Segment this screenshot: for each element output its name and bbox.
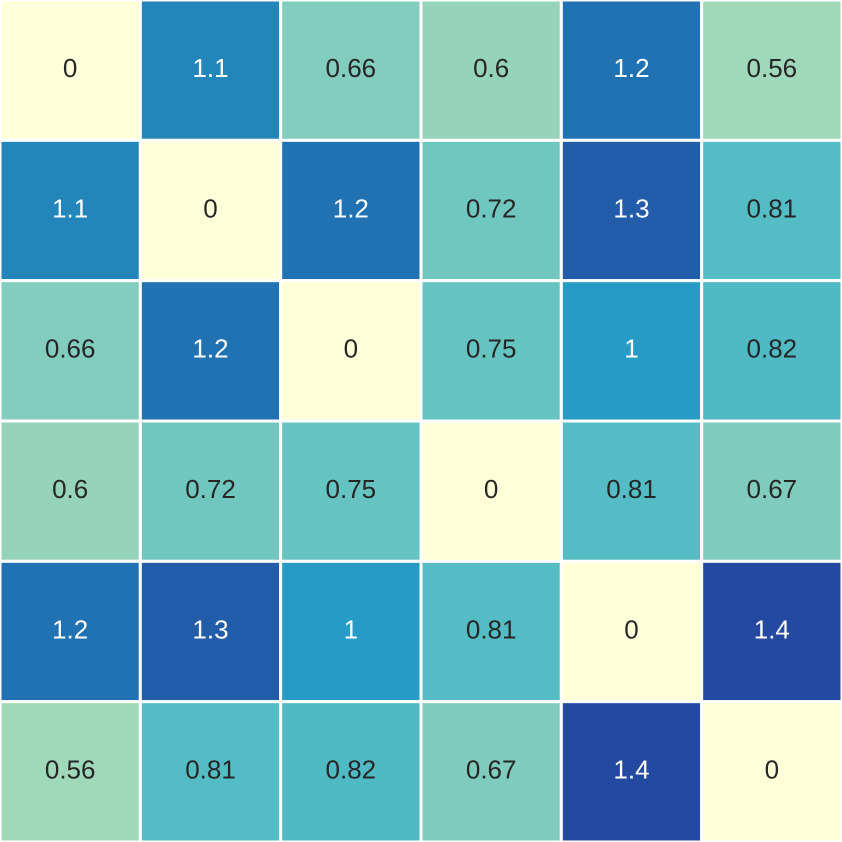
cell-label: 0 [484, 474, 498, 504]
cell-label: 0.72 [466, 193, 517, 223]
heatmap-cell [0, 700, 142, 842]
cell-label: 0.67 [747, 474, 798, 504]
heatmap-cell [279, 700, 423, 842]
cell-label: 1.2 [613, 53, 649, 83]
heatmap-cell [559, 559, 704, 704]
heatmap-cell [279, 279, 423, 423]
cell-label: 0.67 [466, 755, 517, 785]
heatmap-cell [138, 0, 283, 142]
cell-label: 1.2 [52, 614, 88, 644]
heatmap-cell [419, 138, 563, 283]
heatmap-cell [279, 419, 423, 563]
heatmap-cell [700, 559, 842, 704]
heatmap-cell [419, 559, 563, 704]
heatmap-cell [559, 419, 704, 563]
cell-label: 0 [624, 614, 638, 644]
cell-label: 1.1 [192, 53, 228, 83]
cell-label: 0.6 [52, 474, 88, 504]
cell-label: 0.66 [326, 53, 377, 83]
heatmap-cell [138, 700, 283, 842]
cell-label: 0.81 [466, 614, 517, 644]
cell-label: 0 [344, 334, 358, 364]
heatmap-cell [138, 419, 283, 563]
heatmap-cell [419, 0, 563, 142]
heatmap-cell [700, 279, 842, 423]
heatmap-cell [700, 138, 842, 283]
heatmap-cell [138, 138, 283, 283]
cell-label: 0 [63, 53, 77, 83]
cell-label: 1.1 [52, 193, 88, 223]
cell-label: 0.82 [747, 334, 798, 364]
heatmap-cell [0, 138, 142, 283]
cell-label: 1.2 [192, 334, 228, 364]
cell-label: 1 [624, 334, 638, 364]
heatmap-cell [419, 419, 563, 563]
cell-label: 0 [203, 193, 217, 223]
heatmap-cell [559, 0, 704, 142]
heatmap-cell [138, 559, 283, 704]
cell-label: 1 [344, 614, 358, 644]
heatmap-cell [0, 279, 142, 423]
cell-label: 0 [765, 755, 779, 785]
cell-label: 0.82 [326, 755, 377, 785]
cell-label: 0.75 [466, 334, 517, 364]
heatmap-cell [700, 700, 842, 842]
cell-label: 1.4 [754, 614, 790, 644]
cell-label: 0.6 [473, 53, 509, 83]
cell-label: 1.3 [613, 193, 649, 223]
heatmap-cell [419, 700, 563, 842]
cell-label: 0.56 [747, 53, 798, 83]
cell-label: 0.66 [45, 334, 96, 364]
cell-label: 1.3 [192, 614, 228, 644]
cell-label: 1.4 [613, 755, 649, 785]
cell-label: 0.75 [326, 474, 377, 504]
cell-label: 0.81 [606, 474, 657, 504]
cell-label: 0.56 [45, 755, 96, 785]
heatmap-cell [559, 279, 704, 423]
heatmap-cell [559, 700, 704, 842]
heatmap-cell [279, 138, 423, 283]
cell-label: 0.72 [185, 474, 236, 504]
cell-label: 1.2 [333, 193, 369, 223]
cell-label: 0.81 [747, 193, 798, 223]
heatmap-cell [700, 419, 842, 563]
cell-label: 0.81 [185, 755, 236, 785]
